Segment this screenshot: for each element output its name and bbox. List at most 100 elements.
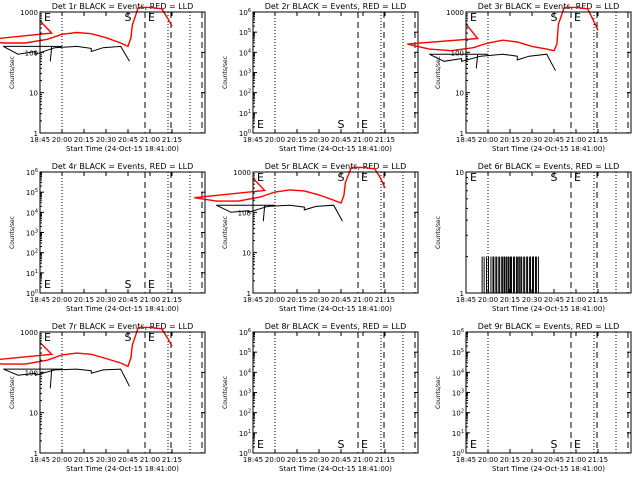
marker-label: E bbox=[148, 278, 155, 291]
x-tick-label: 20:30 bbox=[522, 136, 542, 144]
x-tick-label: 20:00 bbox=[52, 136, 72, 144]
lld-line bbox=[407, 6, 599, 52]
x-tick-label: 20:45 bbox=[544, 136, 564, 144]
y-tick-label: 105 bbox=[239, 348, 251, 357]
y-axis-label: Counts/sec bbox=[435, 216, 442, 249]
marker-label: E bbox=[361, 438, 368, 451]
x-tick-label: 18:45 bbox=[243, 456, 263, 464]
y-tick-label: 101 bbox=[452, 429, 464, 438]
panel-title: Det 9r BLACK = Events, RED = LLD bbox=[478, 322, 620, 331]
y-tick-label: 106 bbox=[452, 328, 464, 337]
y-tick-label: 106 bbox=[26, 168, 38, 177]
y-tick-label: 10 bbox=[29, 90, 38, 98]
x-tick-label: 21:15 bbox=[588, 296, 608, 304]
y-tick-label: 1000 bbox=[20, 9, 38, 17]
x-tick-label: 21:15 bbox=[588, 136, 608, 144]
y-tick-label: 1 bbox=[247, 290, 251, 298]
marker-label: E bbox=[148, 331, 155, 344]
x-tick-label: 20:15 bbox=[287, 136, 307, 144]
y-axis-label: Counts/sec bbox=[435, 376, 442, 409]
y-tick-label: 105 bbox=[452, 348, 464, 357]
marker-label: E bbox=[574, 171, 581, 184]
x-tick-label: 18:45 bbox=[243, 136, 263, 144]
marker-label: E bbox=[574, 438, 581, 451]
x-tick-label: 20:15 bbox=[287, 296, 307, 304]
y-tick-label: 100 bbox=[25, 369, 38, 377]
x-tick-label: 20:30 bbox=[309, 136, 329, 144]
x-tick-label: 20:00 bbox=[52, 296, 72, 304]
marker-label: E bbox=[257, 118, 264, 131]
x-tick-label: 21:15 bbox=[375, 456, 395, 464]
panel-title: Det 1r BLACK = Events, RED = LLD bbox=[52, 2, 194, 11]
detector-panel: Det 9r BLACK = Events, RED = LLD 100 101 10… bbox=[435, 322, 632, 473]
y-tick-label: 1 bbox=[460, 130, 464, 138]
x-tick-label: 21:00 bbox=[353, 136, 373, 144]
y-tick-label: 100 bbox=[25, 49, 38, 57]
x-tick-label: 21:15 bbox=[375, 296, 395, 304]
x-axis-label: Start Time (24-Oct-15 18:41:00) bbox=[492, 305, 605, 313]
x-tick-label: 20:00 bbox=[478, 296, 498, 304]
x-tick-label: 21:15 bbox=[375, 136, 395, 144]
y-tick-label: 1000 bbox=[233, 169, 251, 177]
y-tick-label: 100 bbox=[238, 209, 251, 217]
x-tick-label: 20:00 bbox=[265, 296, 285, 304]
y-tick-label: 102 bbox=[26, 249, 38, 258]
y-tick-label: 104 bbox=[239, 48, 251, 57]
marker-label: E bbox=[470, 438, 477, 451]
y-tick-label: 103 bbox=[239, 69, 251, 78]
x-tick-label: 20:15 bbox=[74, 136, 94, 144]
marker-label: S bbox=[551, 11, 558, 24]
x-tick-label: 20:30 bbox=[96, 456, 116, 464]
x-tick-label: 20:45 bbox=[544, 456, 564, 464]
y-axis-label: Counts/sec bbox=[9, 216, 16, 249]
x-tick-label: 20:45 bbox=[544, 296, 564, 304]
x-tick-label: 21:00 bbox=[566, 296, 586, 304]
lld-line bbox=[0, 326, 173, 368]
x-tick-label: 20:15 bbox=[500, 136, 520, 144]
x-axis-label: Start Time (24-Oct-15 18:41:00) bbox=[492, 145, 605, 153]
marker-label: S bbox=[125, 331, 132, 344]
x-tick-label: 20:15 bbox=[74, 456, 94, 464]
x-tick-label: 20:00 bbox=[478, 136, 498, 144]
x-tick-label: 20:15 bbox=[500, 296, 520, 304]
x-tick-label: 21:00 bbox=[566, 136, 586, 144]
x-axis-label: Start Time (24-Oct-15 18:41:00) bbox=[66, 465, 179, 473]
panel-title: Det 5r BLACK = Events, RED = LLD bbox=[265, 162, 407, 171]
x-tick-label: 21:00 bbox=[140, 136, 160, 144]
x-tick-label: 18:45 bbox=[30, 136, 50, 144]
y-tick-label: 101 bbox=[239, 429, 251, 438]
y-tick-label: 103 bbox=[26, 229, 38, 238]
x-axis-label: Start Time (24-Oct-15 18:41:00) bbox=[66, 145, 179, 153]
plot-frame bbox=[39, 11, 206, 134]
detector-panel: Det 8r BLACK = Events, RED = LLD 100 101 10… bbox=[222, 322, 419, 473]
x-tick-label: 20:15 bbox=[287, 456, 307, 464]
x-tick-label: 20:15 bbox=[74, 296, 94, 304]
x-tick-label: 18:45 bbox=[30, 456, 50, 464]
y-tick-label: 10 bbox=[242, 250, 251, 258]
y-tick-label: 102 bbox=[452, 409, 464, 418]
x-tick-label: 20:00 bbox=[52, 456, 72, 464]
x-tick-label: 21:00 bbox=[353, 296, 373, 304]
y-axis-label: Counts/sec bbox=[222, 56, 229, 89]
marker-label: E bbox=[44, 11, 51, 24]
panel-title: Det 7r BLACK = Events, RED = LLD bbox=[52, 322, 194, 331]
marker-label: E bbox=[257, 438, 264, 451]
y-tick-label: 100 bbox=[451, 49, 464, 57]
y-tick-label: 100 bbox=[26, 289, 38, 298]
x-tick-label: 21:15 bbox=[162, 296, 182, 304]
lld-line bbox=[0, 6, 173, 48]
x-axis-label: Start Time (24-Oct-15 18:41:00) bbox=[279, 305, 392, 313]
events-line bbox=[3, 368, 130, 389]
panel-title: Det 8r BLACK = Events, RED = LLD bbox=[265, 322, 407, 331]
y-tick-label: 103 bbox=[452, 389, 464, 398]
detector-panel: Det 2r BLACK = Events, RED = LLD 100 101 10… bbox=[222, 2, 419, 153]
y-tick-label: 1 bbox=[34, 450, 38, 458]
x-tick-label: 21:15 bbox=[162, 136, 182, 144]
x-tick-label: 20:30 bbox=[96, 136, 116, 144]
y-axis-label: Counts/sec bbox=[222, 376, 229, 409]
marker-label: E bbox=[470, 11, 477, 24]
x-tick-label: 21:15 bbox=[162, 456, 182, 464]
y-tick-label: 106 bbox=[239, 8, 251, 17]
y-tick-label: 105 bbox=[26, 188, 38, 197]
